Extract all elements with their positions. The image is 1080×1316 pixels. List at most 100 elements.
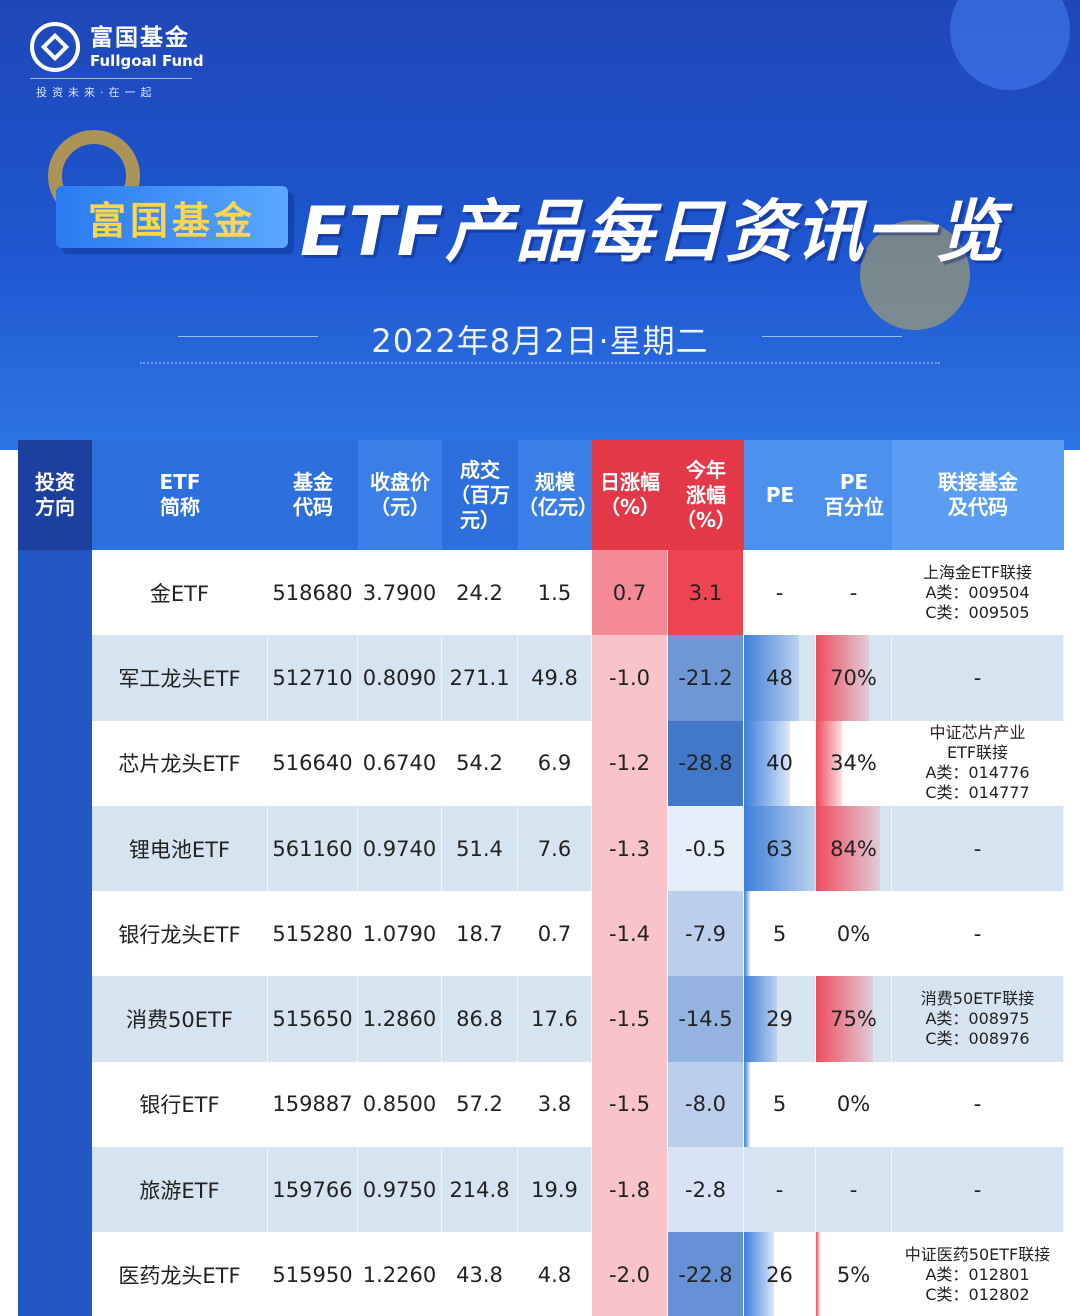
cell-daily: -1.2 — [592, 720, 668, 806]
cell-ytd: -2.8 — [668, 1147, 744, 1233]
heat-fill — [668, 891, 743, 977]
cell-pe: 29 — [744, 976, 816, 1062]
cell-pe-pct: - — [816, 550, 892, 636]
brand-tag-label: 富国基金 — [87, 198, 256, 243]
pe-bar — [744, 891, 750, 977]
cell-value: 29 — [766, 1007, 793, 1032]
cell-value: 金ETF — [149, 581, 210, 606]
header-ytd: 今年 涨幅 （%） — [668, 440, 744, 550]
cell-value: 515280 — [272, 921, 353, 946]
divider — [30, 78, 192, 79]
date-label: 2022年8月2日·星期二 — [371, 322, 709, 360]
cell-value: 银行ETF — [139, 1093, 220, 1118]
table-row: 芯片龙头ETF 516640 0.6740 54.2 6.9 -1.2 -28.8 40 34%… — [92, 720, 1064, 806]
cell-size: 17.6 — [518, 976, 592, 1062]
cell-volume: 51.4 — [442, 805, 518, 892]
cell-value: -14.5 — [678, 1007, 733, 1032]
cell-value: 6.9 — [537, 751, 572, 776]
cell-daily: -1.0 — [592, 635, 668, 721]
etf-table-header: 投资 方向 ETF 简称 基金 代码 收盘价 （元） 成交 （百万元） 规模 （… — [18, 440, 1064, 550]
cell-value: - — [973, 1177, 982, 1202]
cell-value: -28.8 — [678, 751, 733, 776]
cell-value: 0.8500 — [362, 1092, 437, 1117]
header-daily: 日涨幅 （%） — [592, 440, 668, 550]
cell-name: 军工龙头ETF — [92, 635, 268, 721]
cell-value: 19.9 — [531, 1177, 578, 1202]
header-link-fund: 联接基金 及代码 — [892, 440, 1064, 550]
cell-pe-pct: 0% — [816, 891, 892, 977]
cell-value: 159766 — [272, 1177, 353, 1202]
cell-daily: -2.0 — [592, 1232, 668, 1316]
cell-close: 0.9740 — [358, 805, 442, 892]
cell-value: 7.6 — [537, 836, 572, 861]
cell-volume: 24.2 — [442, 550, 518, 636]
cell-value: 512710 — [272, 665, 353, 690]
cell-pe-pct: 70% — [816, 635, 892, 721]
cell-value: - — [849, 580, 858, 605]
cell-daily: -1.5 — [592, 976, 668, 1062]
cell-size: 4.8 — [518, 1232, 592, 1316]
cell-value: - — [973, 921, 982, 946]
cell-value: 上海金ETF联接 A类：009504 C类：009505 — [922, 562, 1033, 622]
cell-name: 锂电池ETF — [92, 805, 268, 892]
cell-value: 271.1 — [449, 665, 510, 690]
cell-value: 1.5 — [537, 580, 572, 605]
cell-value: 561160 — [272, 836, 353, 861]
page-title: ETF产品每日资讯一览 — [300, 193, 1006, 272]
cell-value: 48 — [766, 665, 793, 690]
heat-fill — [592, 720, 667, 806]
logo-icon — [30, 22, 80, 72]
cell-ytd: -22.8 — [668, 1232, 744, 1316]
table-row: 消费50ETF 515650 1.2860 86.8 17.6 -1.5 -14.5 29 75… — [92, 976, 1064, 1062]
cell-size: 19.9 — [518, 1147, 592, 1233]
cell-pe: 48 — [744, 635, 816, 721]
cell-size: 0.7 — [518, 891, 592, 977]
heat-fill — [592, 635, 667, 721]
cell-value: 5 — [772, 921, 787, 946]
table-row: 军工龙头ETF 512710 0.8090 271.1 49.8 -1.0 -21.2 48 7… — [92, 635, 1064, 721]
cell-value: 75% — [830, 1007, 877, 1032]
decor-circle — [860, 220, 970, 330]
heat-fill — [592, 976, 667, 1062]
cell-value: 0.9750 — [362, 1177, 437, 1202]
cell-value: 消费50ETF联接 A类：008975 C类：008976 — [920, 989, 1035, 1049]
cell-value: 消费50ETF — [126, 1008, 233, 1033]
cell-value: - — [775, 580, 784, 605]
cell-link: - — [892, 635, 1064, 721]
heat-fill — [592, 1147, 667, 1233]
pe-bar — [744, 720, 790, 806]
cell-value: -1.4 — [609, 921, 650, 946]
cell-volume: 57.2 — [442, 1061, 518, 1148]
cell-code: 515280 — [268, 891, 358, 977]
cell-daily: -1.5 — [592, 1061, 668, 1148]
cell-name: 消费50ETF — [92, 976, 268, 1062]
cell-value: 159887 — [272, 1092, 353, 1117]
cell-ytd: -8.0 — [668, 1061, 744, 1148]
dotted-divider — [140, 362, 940, 364]
cell-value: 3.7900 — [362, 580, 437, 605]
cell-value: 0.7 — [537, 921, 572, 946]
cell-daily: -1.8 — [592, 1147, 668, 1233]
cell-value: 0.8090 — [362, 665, 437, 690]
date-row: 2022年8月2日·星期二 — [0, 314, 1080, 360]
header-direction: 投资 方向 — [18, 440, 92, 550]
cell-value: 84% — [830, 836, 877, 861]
cell-code: 159766 — [268, 1147, 358, 1233]
logo: 富国基金 Fullgoal Fund — [30, 22, 204, 72]
cell-value: 0.7 — [612, 580, 647, 605]
heat-fill — [668, 1232, 743, 1316]
cell-pe: 26 — [744, 1232, 816, 1316]
heat-fill — [592, 891, 667, 977]
heat-fill — [668, 976, 743, 1062]
cell-pe-pct: 0% — [816, 1061, 892, 1148]
cell-pe: 5 — [744, 1061, 816, 1148]
cell-value: - — [973, 1092, 982, 1117]
pe-bar — [744, 1061, 750, 1148]
cell-pe-pct: 34% — [816, 720, 892, 806]
cell-value: -1.3 — [609, 836, 650, 861]
cell-value: 0% — [836, 921, 871, 946]
header-pe-percentile: PE 百分位 — [816, 440, 892, 550]
cell-value: 医药龙头ETF — [118, 1264, 241, 1289]
heat-fill — [668, 720, 743, 806]
cell-name: 芯片龙头ETF — [92, 720, 268, 806]
